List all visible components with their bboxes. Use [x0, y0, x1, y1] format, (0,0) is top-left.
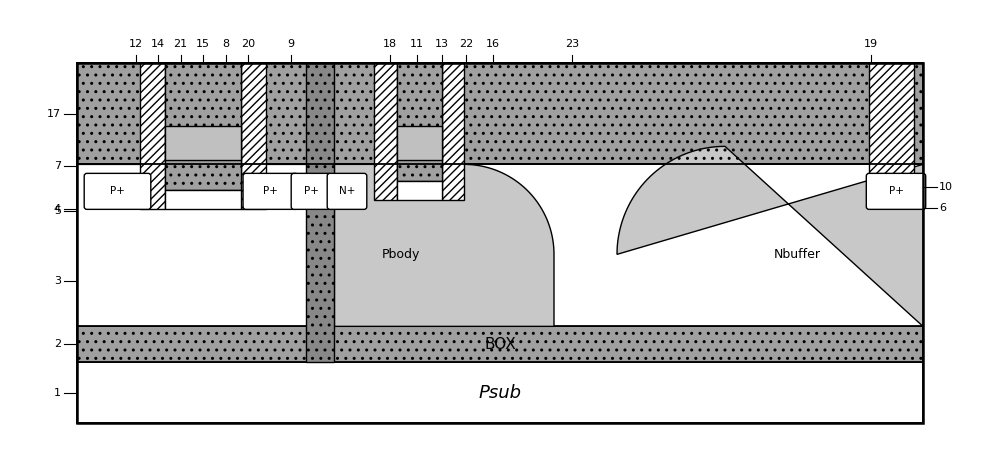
Bar — [442, 63, 464, 200]
Text: 3: 3 — [54, 276, 61, 287]
Text: 11: 11 — [410, 39, 424, 49]
Text: 21: 21 — [173, 39, 188, 49]
Bar — [140, 63, 165, 209]
Text: Psub: Psub — [479, 383, 522, 402]
Bar — [77, 63, 923, 165]
Text: 22: 22 — [459, 39, 473, 49]
Bar — [165, 190, 241, 209]
Text: P+: P+ — [304, 186, 318, 197]
Text: 12: 12 — [128, 39, 143, 49]
Bar — [77, 165, 923, 326]
Text: 9: 9 — [288, 39, 295, 49]
Text: 14: 14 — [151, 39, 165, 49]
Bar — [77, 326, 923, 362]
Text: 17: 17 — [47, 108, 61, 118]
Bar — [165, 63, 241, 190]
Bar — [442, 63, 464, 200]
Bar — [374, 63, 396, 200]
FancyBboxPatch shape — [291, 173, 331, 209]
Bar — [396, 63, 442, 181]
Bar — [77, 362, 923, 423]
Bar — [241, 63, 266, 209]
Text: 13: 13 — [434, 39, 448, 49]
Bar — [165, 63, 241, 190]
Text: Nbuffer: Nbuffer — [774, 248, 820, 261]
Bar — [396, 63, 442, 181]
Text: 19: 19 — [864, 39, 878, 49]
Text: P+: P+ — [889, 186, 903, 197]
Text: P+: P+ — [263, 186, 278, 197]
Bar — [869, 63, 914, 205]
Bar — [869, 63, 914, 205]
Text: 23: 23 — [565, 39, 579, 49]
Text: 18: 18 — [383, 39, 397, 49]
Text: 15: 15 — [196, 39, 210, 49]
Text: 4: 4 — [54, 204, 61, 214]
Text: 1: 1 — [54, 388, 61, 398]
Bar — [306, 63, 334, 362]
Bar — [374, 63, 396, 200]
Bar — [140, 63, 165, 209]
Text: 6: 6 — [939, 202, 946, 213]
Bar — [396, 181, 442, 200]
Bar — [77, 63, 923, 165]
FancyBboxPatch shape — [327, 173, 367, 209]
Bar — [77, 63, 923, 423]
Bar — [77, 326, 923, 362]
Bar — [165, 126, 241, 160]
Polygon shape — [617, 146, 923, 326]
Text: 16: 16 — [486, 39, 500, 49]
FancyBboxPatch shape — [84, 173, 151, 209]
Text: 10: 10 — [939, 182, 953, 192]
Text: N+: N+ — [339, 186, 355, 197]
Text: 20: 20 — [241, 39, 255, 49]
Polygon shape — [77, 165, 554, 326]
Text: 8: 8 — [222, 39, 229, 49]
Bar — [241, 63, 266, 209]
Text: 7: 7 — [54, 161, 61, 171]
FancyBboxPatch shape — [866, 173, 926, 209]
Bar — [396, 126, 442, 160]
Text: P+: P+ — [110, 186, 125, 197]
Text: Pbody: Pbody — [382, 248, 420, 261]
Text: 2: 2 — [54, 340, 61, 349]
Text: BOX: BOX — [484, 337, 516, 352]
Text: 5: 5 — [54, 206, 61, 216]
Bar — [306, 63, 334, 362]
FancyBboxPatch shape — [243, 173, 298, 209]
